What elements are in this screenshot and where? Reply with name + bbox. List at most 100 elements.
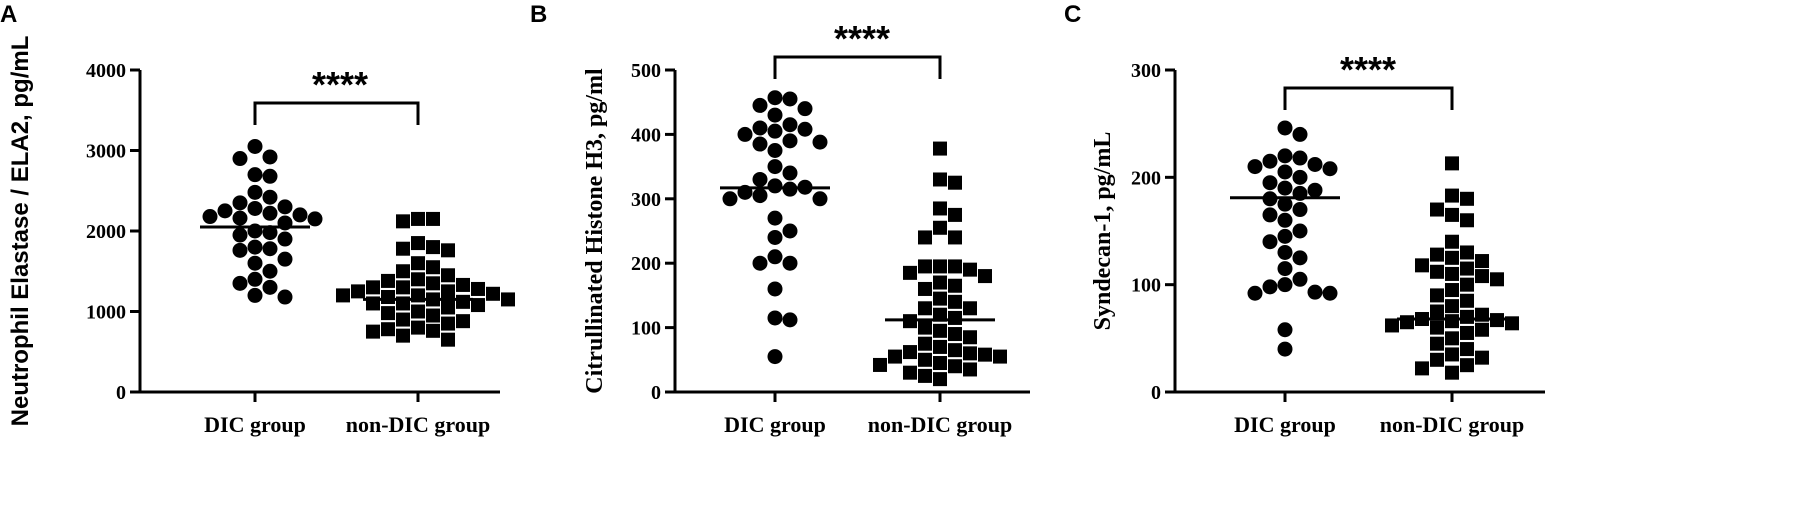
data-point-square xyxy=(426,308,440,323)
data-point-circle xyxy=(797,121,813,137)
data-point-square xyxy=(366,324,380,339)
data-point-square xyxy=(948,294,962,309)
data-point-square xyxy=(441,284,455,299)
data-point-circle xyxy=(247,184,263,200)
data-point-circle xyxy=(262,279,278,295)
panel-a: A Neutrophil Elastase / ELA2, pg/mL 0 1000 2… xyxy=(0,1,515,437)
data-point-square xyxy=(1460,358,1474,373)
data-point-square xyxy=(873,357,887,372)
data-point-square xyxy=(918,320,932,335)
data-point-square xyxy=(1445,250,1459,265)
data-point-circle xyxy=(1292,250,1308,266)
data-point-square xyxy=(903,365,917,380)
data-point-square xyxy=(948,359,962,374)
data-point-square xyxy=(351,284,365,299)
y-axis-label: Syndecan-1, pg/mL xyxy=(1090,132,1116,331)
significance-label: **** xyxy=(312,64,368,105)
data-point-square xyxy=(336,288,350,303)
data-point-circle xyxy=(767,349,783,365)
data-point-circle xyxy=(1277,148,1293,164)
data-point-circle xyxy=(1277,244,1293,260)
data-point-square xyxy=(933,307,947,322)
data-point-square xyxy=(1460,261,1474,276)
data-point-square xyxy=(411,211,425,226)
data-point-square xyxy=(963,262,977,277)
data-point-square xyxy=(1430,202,1444,217)
data-point-square xyxy=(918,281,932,296)
data-point-square xyxy=(396,328,410,343)
data-point-square xyxy=(1460,309,1474,324)
significance-bracket xyxy=(773,55,942,79)
data-point-square xyxy=(396,214,410,229)
data-point-circle xyxy=(1307,182,1323,198)
data-point-square xyxy=(1475,254,1489,269)
data-point-circle xyxy=(247,287,263,303)
data-point-square xyxy=(1505,316,1519,331)
data-point-circle xyxy=(782,255,798,271)
data-point-circle xyxy=(782,117,798,133)
data-point-square xyxy=(1460,213,1474,228)
data-point-square xyxy=(963,301,977,316)
significance-bracket xyxy=(1283,86,1454,110)
data-point-square xyxy=(948,278,962,293)
y-tick-label: 200 xyxy=(631,253,661,275)
data-point-square xyxy=(918,230,932,245)
x-tick-label: DIC group xyxy=(1234,412,1336,437)
data-point-circle xyxy=(1292,169,1308,185)
data-point-circle xyxy=(247,200,263,216)
data-point-square xyxy=(396,280,410,295)
y-tick-label: 100 xyxy=(631,318,661,340)
data-point-circle xyxy=(767,123,783,139)
data-point-square xyxy=(948,175,962,190)
data-point-square xyxy=(1415,258,1429,273)
data-point-circle xyxy=(232,151,248,167)
data-point-square xyxy=(1445,283,1459,298)
data-point-square xyxy=(411,256,425,271)
data-point-square xyxy=(948,230,962,245)
data-point-square xyxy=(381,290,395,305)
data-point-circle xyxy=(752,255,768,271)
data-point-square xyxy=(411,272,425,287)
data-point-circle xyxy=(1292,150,1308,166)
data-point-square xyxy=(1460,342,1474,357)
data-point-circle xyxy=(247,167,263,183)
data-point-square xyxy=(426,211,440,226)
data-point-circle xyxy=(217,203,233,219)
data-point-circle xyxy=(782,312,798,328)
data-point-circle xyxy=(1292,223,1308,239)
data-point-circle xyxy=(767,249,783,265)
data-point-circle xyxy=(247,239,263,255)
data-point-square xyxy=(426,260,440,275)
data-point-circle xyxy=(277,289,293,305)
data-point-square xyxy=(948,327,962,342)
data-point-square xyxy=(1460,191,1474,206)
data-point-circle xyxy=(262,241,278,257)
data-point-square xyxy=(366,280,380,295)
data-point-square xyxy=(396,312,410,327)
data-point-square xyxy=(396,264,410,279)
y-tick-label: 4000 xyxy=(86,60,126,82)
x-tick-label: DIC group xyxy=(204,412,306,437)
data-point-square xyxy=(441,316,455,331)
data-point-circle xyxy=(262,189,278,205)
data-point-square xyxy=(1430,304,1444,319)
y-tick-label: 1000 xyxy=(86,302,126,324)
data-point-circle xyxy=(232,275,248,291)
data-point-square xyxy=(978,269,992,284)
data-point-square xyxy=(963,346,977,361)
data-point-circle xyxy=(247,271,263,287)
data-point-circle xyxy=(262,205,278,221)
data-point-circle xyxy=(1277,341,1293,357)
data-point-square xyxy=(426,276,440,291)
data-point-square xyxy=(456,314,470,329)
data-point-circle xyxy=(262,263,278,279)
data-point-square xyxy=(411,304,425,319)
data-point-square xyxy=(486,286,500,301)
panel-b: B Citrullinated Histone H3, pg/ml 0 100 200 3… xyxy=(530,1,1030,437)
data-point-square xyxy=(1430,352,1444,367)
data-point-square xyxy=(1460,245,1474,260)
data-point-circle xyxy=(307,211,323,227)
data-point-square xyxy=(471,298,485,313)
data-point-circle xyxy=(232,227,248,243)
data-point-square xyxy=(1430,320,1444,335)
